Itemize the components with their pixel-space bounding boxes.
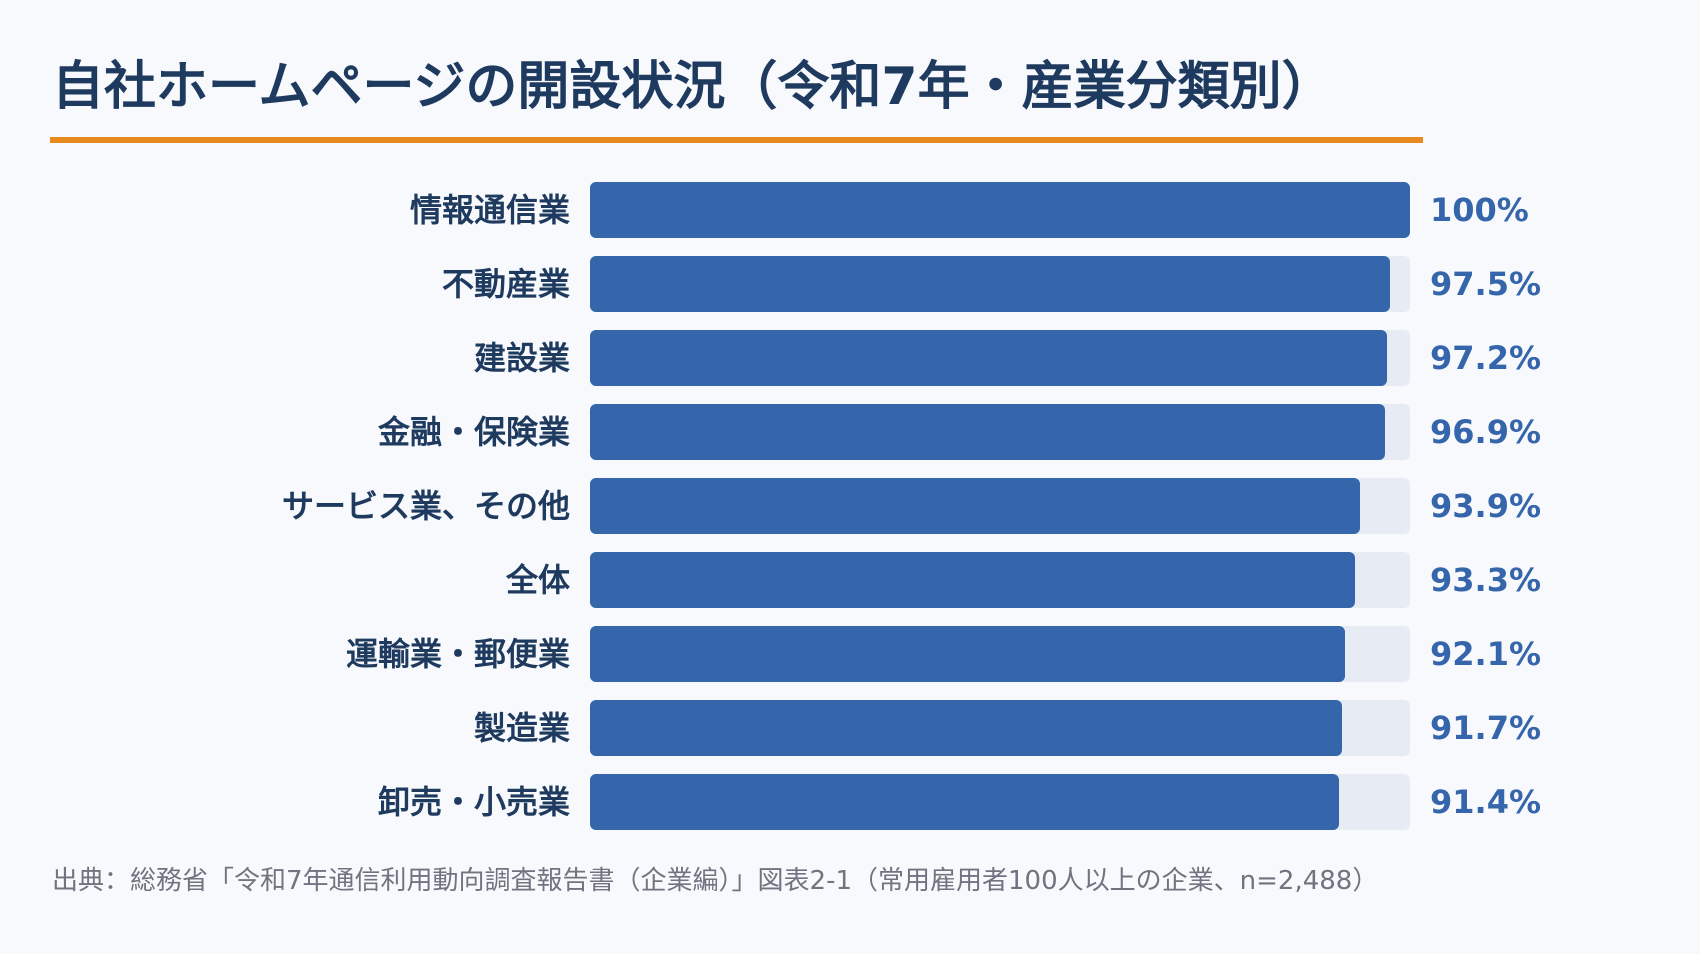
value-label: 100%: [1430, 191, 1529, 229]
bar: [590, 182, 1410, 238]
bar: [590, 256, 1390, 312]
bar: [590, 626, 1346, 682]
category-label: 金融・保険業: [377, 413, 570, 451]
value-label: 93.3%: [1430, 561, 1542, 599]
bar: [590, 774, 1340, 830]
value-label: 92.1%: [1430, 635, 1542, 673]
category-label: 卸売・小売業: [377, 783, 570, 821]
category-label: 建設業: [473, 339, 570, 377]
title-underline: [50, 137, 1423, 143]
category-label: 全体: [505, 561, 570, 599]
bar: [590, 478, 1360, 534]
bar: [590, 404, 1385, 460]
source-note: 出典：総務省「令和7年通信利用動向調査報告書（企業編）」図表2-1（常用雇用者1…: [52, 866, 1379, 896]
category-label: サービス業、その他: [281, 487, 570, 525]
bar: [590, 330, 1388, 386]
value-label: 91.4%: [1430, 783, 1542, 821]
value-label: 93.9%: [1430, 487, 1542, 525]
category-label: 情報通信業: [409, 191, 570, 229]
value-label: 91.7%: [1430, 709, 1542, 747]
value-label: 97.5%: [1430, 265, 1542, 303]
bar: [590, 700, 1342, 756]
category-label: 不動産業: [441, 265, 570, 303]
chart-title: 自社ホームページの開設状況（令和7年・産業分類別）: [52, 57, 1334, 117]
value-label: 96.9%: [1430, 413, 1542, 451]
bar-chart: 情報通信業 100% 不動産業 97.5% 建設業 97.2% 金融・保険業 96.9% サービ…: [281, 182, 1542, 830]
bar: [590, 552, 1356, 608]
category-label: 製造業: [473, 709, 570, 747]
category-label: 運輸業・郵便業: [345, 635, 570, 673]
value-label: 97.2%: [1430, 339, 1542, 377]
